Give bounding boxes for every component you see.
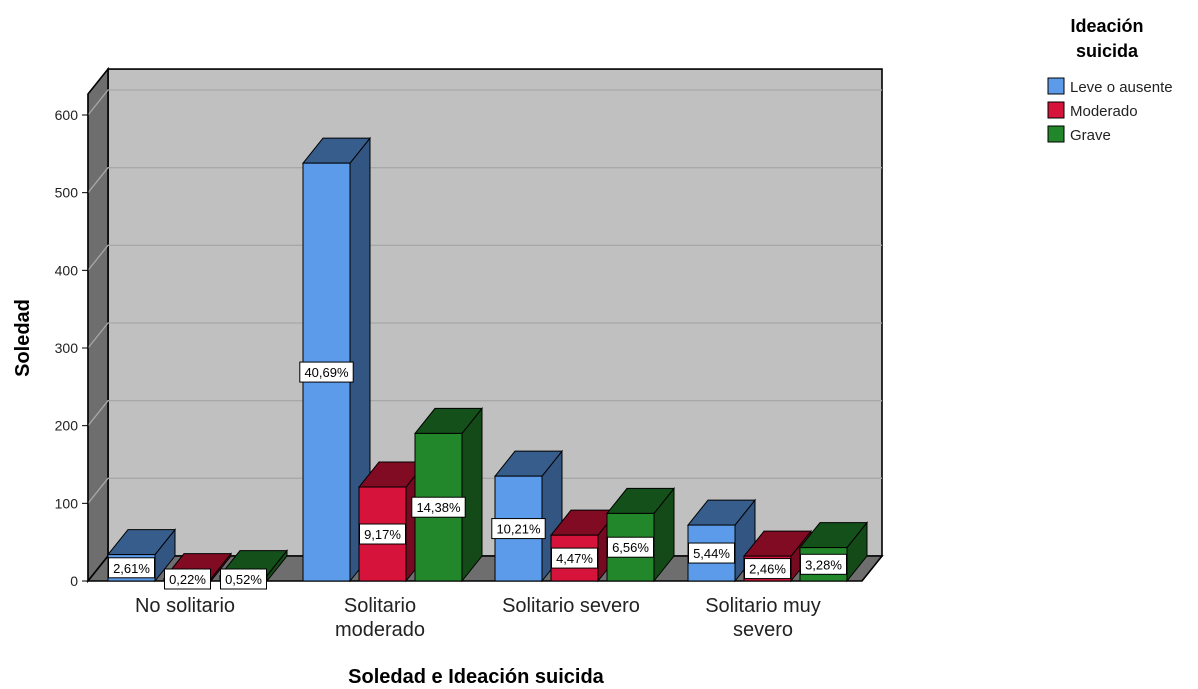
- gridline: [87, 244, 882, 271]
- plot-area: [86, 66, 884, 584]
- data-label: 40,69%: [299, 361, 354, 383]
- bar-side: [461, 407, 483, 583]
- data-label-text: 40,69%: [304, 365, 349, 380]
- data-label: 9,17%: [359, 523, 406, 545]
- data-label-box: [108, 557, 155, 579]
- legend-title-line2: suicida: [1076, 41, 1139, 61]
- side-wall: [87, 66, 109, 584]
- legend-label: Moderado: [1070, 103, 1138, 120]
- y-tick-label: 0: [70, 573, 78, 589]
- legend: Ideación suicida Leve o ausente Moderado G…: [1047, 16, 1173, 144]
- data-label-text: 6,56%: [612, 540, 649, 555]
- bar: [413, 407, 484, 583]
- data-label-box: [359, 523, 406, 545]
- x-axis: No solitario Solitario moderado Solitario s…: [135, 595, 821, 641]
- data-label-text: 2,61%: [113, 561, 150, 576]
- data-label-box: [800, 553, 847, 575]
- y-tick-label: 400: [55, 262, 79, 278]
- data-label-box: [551, 547, 598, 569]
- x-tick-label: Solitario muy severo: [705, 595, 821, 641]
- floor: [86, 555, 884, 582]
- data-label: 3,28%: [800, 553, 847, 575]
- gridline: [87, 400, 882, 427]
- y-tick-label: 300: [55, 340, 79, 356]
- x-tick-label: Solitario moderado: [335, 595, 425, 641]
- gridline: [87, 167, 882, 194]
- data-label-text: 0,52%: [225, 572, 262, 587]
- legend-label: Grave: [1070, 127, 1111, 144]
- bar: [605, 487, 676, 583]
- data-label-box: [164, 568, 211, 590]
- data-label-text: 10,21%: [496, 522, 541, 537]
- y-tick-label: 100: [55, 495, 79, 511]
- y-axis: 0 100 200 300 400 500 600: [55, 94, 89, 589]
- data-label-text: 5,44%: [693, 546, 730, 561]
- data-label-box: [220, 568, 267, 590]
- legend-swatch: [1047, 101, 1065, 119]
- data-label: 0,52%: [220, 568, 267, 590]
- y-axis-title: Soledad: [12, 299, 34, 377]
- legend-swatch: [1047, 77, 1065, 95]
- gridline: [87, 322, 882, 349]
- x-tick-label: No solitario: [135, 595, 235, 617]
- data-labels: 2,61% 40,69% 10,21% 5,44% 0,22% 9,17% 4,47% 2,4…: [108, 361, 847, 590]
- data-label-box: [607, 536, 654, 558]
- data-label: 10,21%: [491, 518, 546, 540]
- data-label-box: [688, 542, 735, 564]
- data-label: 2,61%: [108, 557, 155, 579]
- gridline: [87, 89, 882, 116]
- gridline: [87, 477, 882, 504]
- data-label-box: [491, 518, 546, 540]
- x-tick-label: Solitario severo: [502, 595, 640, 617]
- data-label: 0,22%: [164, 568, 211, 590]
- y-tick-label: 200: [55, 418, 79, 434]
- data-label-box: [299, 361, 354, 383]
- x-axis-title: Soledad e Ideación suicida: [348, 666, 605, 688]
- data-label-text: 3,28%: [805, 557, 842, 572]
- legend-label: Leve o ausente: [1070, 79, 1173, 96]
- data-label-text: 2,46%: [749, 562, 786, 577]
- data-label-box: [411, 496, 466, 518]
- data-label-text: 4,47%: [556, 551, 593, 566]
- data-label-box: [744, 558, 791, 580]
- data-label-text: 0,22%: [169, 572, 206, 587]
- data-label-text: 9,17%: [364, 527, 401, 542]
- data-label: 6,56%: [607, 536, 654, 558]
- data-label: 4,47%: [551, 547, 598, 569]
- gridlines: [87, 89, 882, 504]
- y-tick-label: 500: [55, 185, 79, 201]
- legend-swatch: [1047, 125, 1065, 143]
- y-tick-label: 600: [55, 107, 79, 123]
- data-label: 2,46%: [744, 558, 791, 580]
- data-label-text: 14,38%: [416, 500, 461, 515]
- data-label: 5,44%: [688, 542, 735, 564]
- legend-title: Ideación: [1070, 16, 1143, 36]
- data-label: 14,38%: [411, 496, 466, 518]
